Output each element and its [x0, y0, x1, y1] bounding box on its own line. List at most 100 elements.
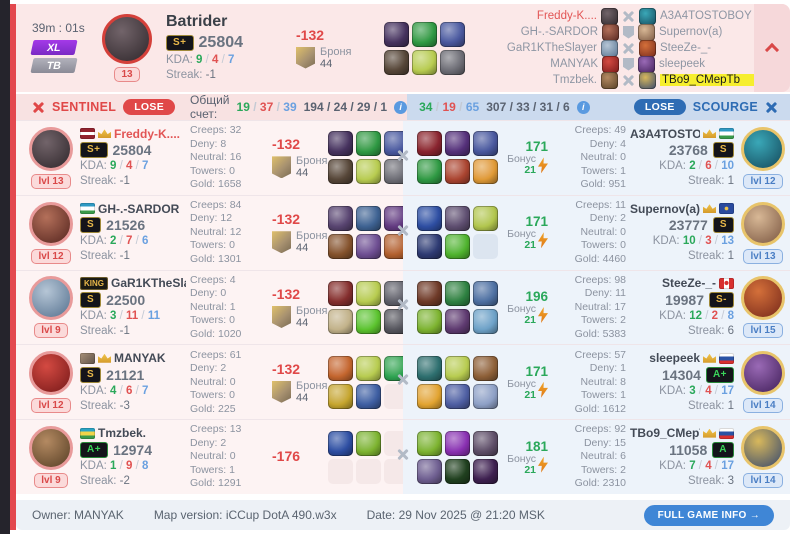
info-icon[interactable]: i	[576, 100, 590, 114]
player-name[interactable]: SteeZe-_-	[661, 276, 716, 291]
item-icon[interactable]	[445, 159, 470, 185]
item-icon[interactable]	[356, 206, 381, 232]
item-icon[interactable]	[445, 383, 470, 409]
item-icon[interactable]	[445, 206, 470, 232]
hero-avatar[interactable]	[741, 276, 785, 321]
item-icon[interactable]	[384, 308, 403, 334]
items-grid	[417, 355, 498, 409]
item-icon[interactable]	[328, 234, 353, 260]
hero-avatar[interactable]	[741, 126, 785, 171]
item-icon[interactable]	[356, 131, 381, 157]
item-icon[interactable]	[356, 234, 381, 260]
item-icon[interactable]	[328, 355, 353, 381]
item-icon[interactable]	[440, 21, 465, 47]
item-icon[interactable]	[473, 308, 498, 334]
hero-avatar[interactable]	[102, 14, 152, 64]
hero-avatar[interactable]	[29, 276, 73, 321]
item-icon[interactable]	[473, 355, 498, 381]
player-name[interactable]: Freddy-K....	[114, 126, 181, 141]
kda-line: KDA: 2 / 7 / 6	[80, 235, 149, 248]
player-name[interactable]: A3A4TOSTOBOY	[630, 126, 700, 141]
item-icon[interactable]	[356, 430, 381, 456]
item-icon[interactable]	[445, 458, 470, 484]
item-icon[interactable]	[356, 280, 381, 306]
item-icon[interactable]	[417, 458, 442, 484]
item-icon[interactable]	[412, 49, 437, 75]
item-icon[interactable]	[384, 21, 409, 47]
player-name[interactable]: TBo9_CMepTb	[660, 74, 760, 86]
item-icon[interactable]	[384, 159, 403, 185]
item-icon[interactable]	[417, 308, 442, 334]
item-icon[interactable]	[412, 21, 437, 47]
item-icon[interactable]	[384, 49, 409, 75]
item-icon[interactable]	[473, 206, 498, 232]
item-icon[interactable]	[356, 159, 381, 185]
item-icon[interactable]	[328, 308, 353, 334]
item-icon[interactable]	[417, 206, 442, 232]
item-icon[interactable]	[417, 383, 442, 409]
item-icon[interactable]	[440, 49, 465, 75]
matchup-row: Freddy-K.... A3A4TOSTOBOY	[471, 7, 790, 25]
streak-line: Streak: 1	[687, 175, 734, 188]
player-name[interactable]: MANYAK	[114, 351, 166, 366]
player-name[interactable]: MANYAK	[550, 58, 598, 70]
item-icon[interactable]	[417, 234, 442, 260]
player-name[interactable]: Supernov(a)	[659, 26, 723, 38]
item-icon[interactable]	[445, 308, 470, 334]
hero-avatar[interactable]	[741, 351, 785, 396]
item-icon[interactable]	[417, 355, 442, 381]
item-icon[interactable]	[417, 131, 442, 157]
item-icon[interactable]	[328, 131, 353, 157]
item-icon[interactable]	[384, 234, 403, 260]
info-icon[interactable]: i	[394, 100, 408, 114]
player-name[interactable]: A3A4TOSTOBOY	[660, 10, 752, 22]
item-icon[interactable]	[356, 355, 381, 381]
hero-avatar[interactable]	[741, 201, 785, 246]
collapse-button[interactable]	[754, 4, 790, 92]
player-name[interactable]: Tmzbek.	[552, 74, 597, 86]
player-name[interactable]: sleepeek	[649, 351, 700, 366]
hero-avatar[interactable]	[29, 126, 73, 171]
item-icon[interactable]	[328, 383, 353, 409]
player-name[interactable]: GH-.-SARDOR	[520, 26, 598, 38]
team-name-scourge[interactable]: SCOURGE	[692, 100, 758, 114]
item-icon[interactable]	[356, 383, 381, 409]
item-icon[interactable]	[328, 159, 353, 185]
player-name[interactable]: SteeZe-_-	[660, 42, 712, 54]
item-icon[interactable]	[356, 308, 381, 334]
hero-avatar[interactable]	[741, 426, 785, 471]
player-name[interactable]: Freddy-K....	[536, 10, 597, 22]
item-icon[interactable]	[445, 131, 470, 157]
item-icon[interactable]	[328, 280, 353, 306]
item-icon[interactable]	[473, 131, 498, 157]
item-icon[interactable]	[445, 355, 470, 381]
team-name-sentinel[interactable]: SENTINEL	[52, 100, 117, 114]
player-name[interactable]: TBo9_CMepTb	[630, 426, 700, 441]
item-icon[interactable]	[445, 280, 470, 306]
player-name[interactable]: Supernov(a)	[630, 201, 700, 216]
player-name[interactable]: GaR1KTheSlayer	[506, 42, 597, 54]
item-icon[interactable]	[417, 430, 442, 456]
full-game-info-button[interactable]: FULL GAME INFO →	[643, 504, 774, 526]
hero-avatar[interactable]	[29, 201, 73, 246]
item-icon[interactable]	[445, 430, 470, 456]
item-icon[interactable]	[473, 383, 498, 409]
item-icon[interactable]	[473, 430, 498, 456]
player-score: 12974	[113, 441, 152, 458]
item-icon[interactable]	[417, 159, 442, 185]
item-icon[interactable]	[445, 234, 470, 260]
item-icon[interactable]	[473, 280, 498, 306]
player-name[interactable]: sleepeek	[659, 58, 706, 70]
player-name[interactable]: GaR1KTheSlayer	[111, 276, 186, 291]
player-name[interactable]: GH-.-SARDOR	[98, 201, 180, 216]
player-score: 25804	[112, 142, 152, 159]
item-icon[interactable]	[473, 458, 498, 484]
hero-avatar[interactable]	[29, 426, 73, 471]
item-icon[interactable]	[473, 159, 498, 185]
item-icon[interactable]	[328, 430, 353, 456]
player-name[interactable]: Tmzbek.	[98, 426, 147, 441]
streak-line: Streak: 1	[687, 399, 734, 412]
item-icon[interactable]	[417, 280, 442, 306]
item-icon[interactable]	[328, 206, 353, 232]
hero-avatar[interactable]	[29, 351, 73, 396]
